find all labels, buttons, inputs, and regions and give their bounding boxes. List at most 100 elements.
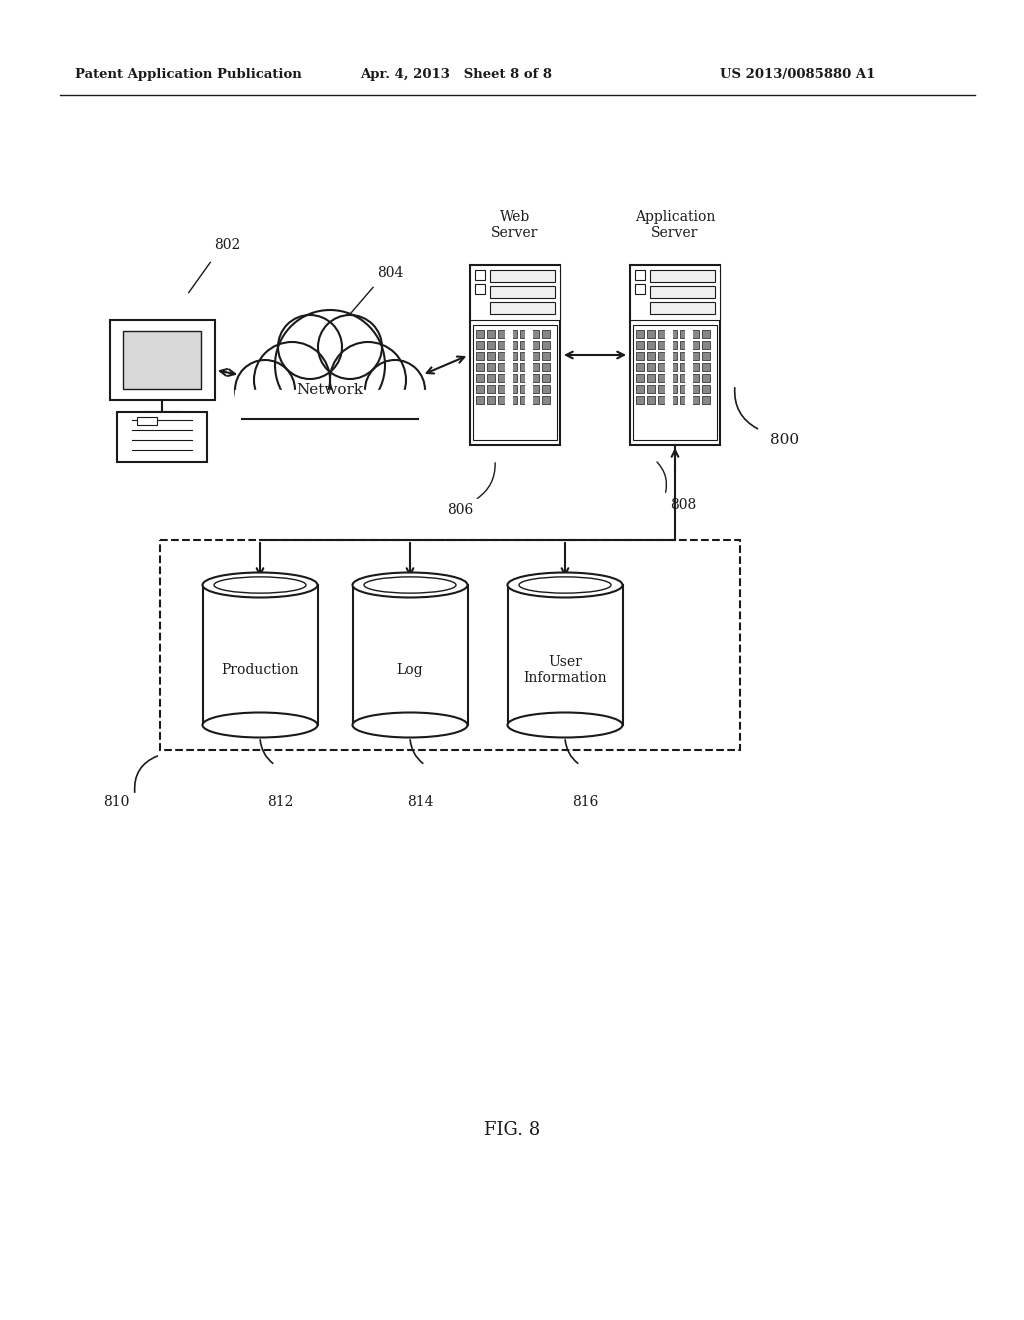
Bar [650, 302, 715, 314]
Bar [476, 363, 484, 371]
Text: Production: Production [221, 663, 299, 677]
Bar [520, 396, 528, 404]
Text: FIG. 8: FIG. 8 [484, 1121, 540, 1139]
Bar [509, 385, 517, 393]
Bar [658, 396, 666, 404]
Bar [650, 271, 715, 282]
Bar [669, 341, 677, 348]
Bar [509, 363, 517, 371]
Bar [203, 585, 317, 725]
Bar [520, 341, 528, 348]
Bar [702, 396, 710, 404]
Bar [680, 396, 688, 404]
Bar [473, 325, 557, 440]
Text: 816: 816 [571, 795, 598, 809]
Bar [498, 341, 506, 348]
Circle shape [234, 360, 295, 420]
Bar [520, 363, 528, 371]
Bar [680, 352, 688, 360]
Bar [636, 330, 644, 338]
Bar [647, 374, 655, 381]
Bar [702, 330, 710, 338]
Bar [542, 352, 550, 360]
Bar [685, 330, 693, 436]
Bar [647, 385, 655, 393]
Bar [490, 271, 555, 282]
Bar [509, 396, 517, 404]
Bar [476, 396, 484, 404]
Circle shape [318, 315, 382, 379]
Circle shape [330, 342, 406, 418]
Ellipse shape [508, 573, 623, 598]
Bar [520, 330, 528, 338]
Bar [658, 341, 666, 348]
Bar [470, 265, 560, 319]
Bar [669, 396, 677, 404]
Bar [680, 363, 688, 371]
Bar [636, 363, 644, 371]
Bar [531, 374, 539, 381]
Bar [636, 341, 644, 348]
Text: 810: 810 [103, 795, 130, 809]
Bar [509, 330, 517, 338]
Text: Patent Application Publication: Patent Application Publication [75, 69, 302, 81]
Bar [520, 385, 528, 393]
Bar [636, 352, 644, 360]
Bar [658, 374, 666, 381]
Bar [137, 417, 157, 425]
Bar [531, 352, 539, 360]
Bar [647, 352, 655, 360]
Bar [635, 271, 645, 280]
Bar [691, 341, 699, 348]
Bar [702, 385, 710, 393]
Ellipse shape [203, 573, 317, 598]
Bar [702, 341, 710, 348]
Bar [542, 330, 550, 338]
Bar [636, 385, 644, 393]
Bar [630, 265, 720, 445]
Bar [630, 265, 720, 319]
Bar [160, 540, 740, 750]
Bar [647, 363, 655, 371]
Text: Apr. 4, 2013   Sheet 8 of 8: Apr. 4, 2013 Sheet 8 of 8 [360, 69, 552, 81]
Bar [542, 341, 550, 348]
Bar [487, 374, 495, 381]
Text: 808: 808 [670, 498, 696, 512]
Text: 802: 802 [214, 238, 241, 252]
Bar [636, 374, 644, 381]
Bar [520, 352, 528, 360]
Bar [498, 385, 506, 393]
Ellipse shape [352, 573, 468, 598]
Text: 804: 804 [377, 267, 403, 280]
Bar [476, 374, 484, 381]
Bar [665, 330, 673, 436]
Circle shape [278, 315, 342, 379]
Bar [487, 341, 495, 348]
Bar [669, 363, 677, 371]
Ellipse shape [352, 713, 468, 738]
Bar [475, 271, 485, 280]
Text: Network: Network [296, 383, 364, 397]
Bar [525, 330, 534, 436]
Bar [669, 352, 677, 360]
Bar [658, 352, 666, 360]
Bar [691, 374, 699, 381]
Bar [475, 284, 485, 294]
Bar [658, 363, 666, 371]
Bar [691, 330, 699, 338]
Bar [117, 412, 207, 462]
Bar [505, 330, 513, 436]
Bar [531, 341, 539, 348]
Bar [498, 396, 506, 404]
Text: 814: 814 [407, 795, 433, 809]
Bar [647, 341, 655, 348]
Bar [531, 385, 539, 393]
Bar [669, 374, 677, 381]
Bar [691, 352, 699, 360]
Bar [636, 396, 644, 404]
Text: Log: Log [396, 663, 423, 677]
Bar [476, 352, 484, 360]
Bar [658, 385, 666, 393]
Bar [702, 374, 710, 381]
Bar [123, 331, 201, 389]
